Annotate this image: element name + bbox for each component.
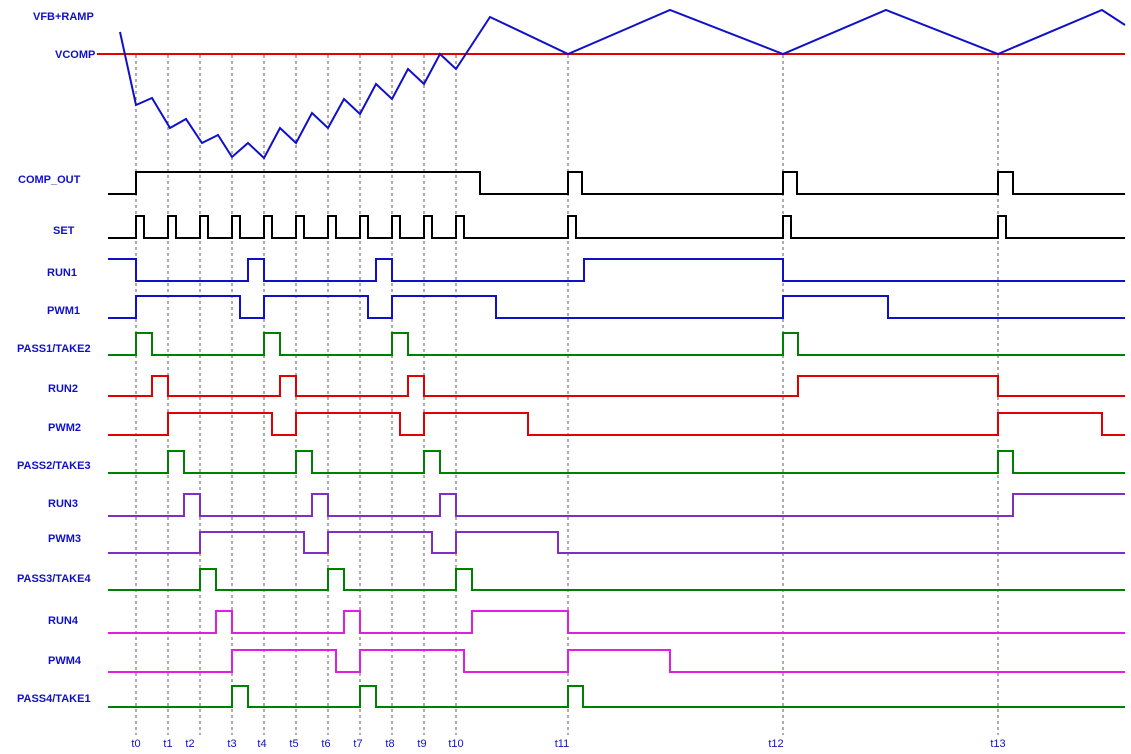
time-label-t7: t7: [353, 738, 362, 750]
wave-set: [108, 215, 1125, 239]
wave-pass1-take2: [108, 332, 1125, 356]
ramp-waveform: [119, 8, 1126, 160]
wave-pwm2: [108, 412, 1125, 436]
time-label-t5: t5: [289, 738, 298, 750]
label-set: SET: [53, 225, 75, 237]
vcomp-label: VCOMP: [55, 49, 95, 61]
label-run4: RUN4: [48, 615, 79, 627]
label-run1: RUN1: [47, 267, 77, 279]
wave-run3: [108, 493, 1125, 517]
wave-pass2-take3: [108, 450, 1125, 474]
time-label-t9: t9: [417, 738, 426, 750]
time-label-t0: t0: [131, 738, 140, 750]
wave-run4: [108, 610, 1125, 634]
time-label-t2: t2: [185, 738, 194, 750]
time-label-t1: t1: [163, 738, 172, 750]
wave-pwm1: [108, 295, 1125, 319]
time-label-t4: t4: [257, 738, 266, 750]
time-label-t8: t8: [385, 738, 394, 750]
time-axis-labels: t0 t1 t2 t3 t4 t5 t6 t7 t8 t9 t10 t11 t1…: [131, 738, 1005, 750]
wave-run1: [108, 258, 1125, 282]
label-pwm4: PWM4: [48, 655, 82, 667]
ramp-label: VFB+RAMP: [33, 11, 94, 23]
label-run2: RUN2: [48, 383, 78, 395]
wave-run2: [108, 375, 1125, 397]
label-pwm1: PWM1: [47, 305, 80, 317]
time-label-t6: t6: [321, 738, 330, 750]
time-label-t11: t11: [555, 738, 569, 750]
label-pass1-take2: PASS1/TAKE2: [17, 343, 91, 355]
label-pass2-take3: PASS2/TAKE3: [17, 460, 91, 472]
time-label-t12: t12: [768, 738, 783, 750]
label-comp-out: COMP_OUT: [18, 174, 81, 186]
label-pwm3: PWM3: [48, 533, 81, 545]
wave-pass3-take4: [108, 568, 1125, 591]
wave-pwm3: [108, 531, 1125, 554]
time-label-t13: t13: [990, 738, 1005, 750]
time-label-t3: t3: [227, 738, 236, 750]
time-label-t10: t10: [448, 738, 463, 750]
wave-pwm4: [108, 649, 1125, 673]
label-run3: RUN3: [48, 498, 78, 510]
wave-comp-out: [108, 171, 1125, 195]
label-pass4-take1: PASS4/TAKE1: [17, 693, 91, 705]
label-pwm2: PWM2: [48, 422, 81, 434]
label-pass3-take4: PASS3/TAKE4: [17, 573, 91, 585]
wave-pass4-take1: [108, 685, 1125, 708]
